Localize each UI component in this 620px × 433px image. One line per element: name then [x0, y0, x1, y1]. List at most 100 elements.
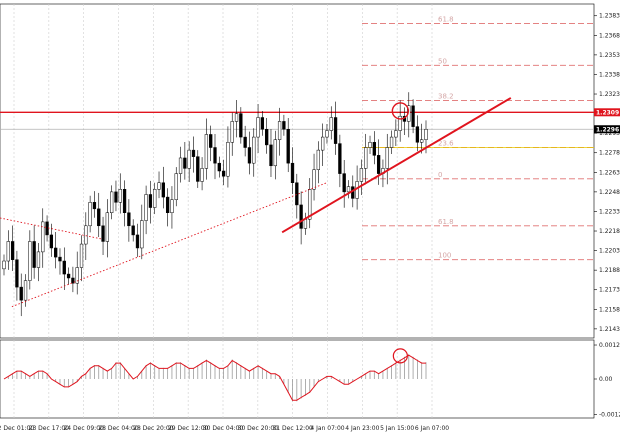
candle-body [75, 267, 79, 284]
candle-body [10, 241, 15, 260]
x-tick-label: 22 Dec 01:00 [0, 425, 34, 432]
candle-body [312, 169, 316, 190]
candle-body [92, 202, 97, 210]
candle-body [131, 225, 135, 236]
candle-body [295, 182, 299, 206]
candle-body [411, 105, 415, 127]
candle-body [153, 189, 157, 208]
candle-body [2, 260, 6, 270]
candle-body [140, 220, 144, 249]
candle-body [217, 162, 221, 172]
x-tick-label: 28 Dec 20:00 [133, 425, 174, 432]
y-tick-label: 1.2278 [599, 150, 620, 157]
candle-body [316, 149, 320, 170]
fibo-level-label: 50 [438, 57, 447, 65]
candle-body [122, 189, 127, 213]
y-tick-label: 1.2338 [599, 71, 620, 78]
candle-body [114, 191, 118, 203]
fibo-level-label: 100 [438, 252, 451, 260]
candle-body [200, 168, 204, 182]
candle-body [97, 208, 101, 227]
candle-body [23, 280, 28, 301]
candle-body [66, 273, 71, 279]
candle-body [183, 157, 187, 169]
y-tick-label: 1.2383 [599, 13, 620, 20]
candle-body [376, 155, 381, 174]
candle-body [415, 126, 420, 143]
fibo-level-label: 38.2 [438, 93, 454, 101]
candle-body [204, 134, 209, 169]
y-tick-label: 1.2323 [599, 91, 620, 98]
fibo-level-label: 0 [438, 171, 442, 179]
candle-body [178, 157, 183, 174]
candle-body [191, 149, 196, 157]
candle-body [321, 136, 325, 151]
candle-body [234, 113, 239, 122]
candle-body [368, 142, 372, 148]
x-tick-label: 30 Dec 04:00 [203, 425, 244, 432]
y-tick-label: 1.2203 [599, 248, 620, 255]
candle-body [127, 212, 131, 227]
x-tick-label: 4 Jan 07:00 [310, 425, 344, 432]
y-tick-label: 1.2158 [599, 306, 620, 313]
candle-body [209, 134, 213, 148]
candle-body [325, 130, 329, 138]
candle-body [45, 221, 49, 236]
price-highlight-circle [391, 102, 410, 120]
macd-y-tick-label: 0.00122 [599, 342, 620, 349]
candle-body [84, 225, 88, 245]
fibo-level-label: 61.8 [438, 218, 454, 226]
x-tick-label: 24 Dec 09:00 [63, 425, 104, 432]
candle-body [49, 234, 54, 249]
candle-body [398, 115, 402, 131]
x-tick-label: 30 Dec 20:00 [238, 425, 279, 432]
candle-body [239, 113, 243, 138]
candle-body [273, 139, 277, 167]
trendline-uptrend-dotted [11, 182, 327, 308]
price-label-box [594, 108, 620, 117]
x-tick-label: 6 Jan 07:00 [415, 425, 449, 432]
candle-body [277, 121, 282, 140]
candle-body [226, 142, 230, 177]
price-panel-frame [0, 3, 595, 339]
candle-body [243, 136, 247, 148]
y-tick-label: 1.2143 [599, 326, 620, 333]
candle-body [148, 194, 153, 208]
candle-body [342, 173, 346, 193]
y-tick-label: 1.2188 [599, 267, 620, 274]
candle-body [308, 189, 312, 220]
candle-body [144, 194, 148, 221]
y-tick-label: 1.2353 [599, 52, 620, 59]
price-label: 1.2309 [596, 109, 619, 116]
candle-body [364, 147, 368, 169]
candle-body [79, 243, 84, 268]
candle-body [269, 144, 273, 167]
candle-body [221, 170, 226, 177]
y-tick-label: 1.2218 [599, 228, 620, 235]
candle-body [19, 286, 23, 301]
candle-body [118, 189, 122, 203]
candle-body [247, 147, 252, 164]
macd-highlight-circle [392, 348, 408, 364]
candle-body [161, 182, 165, 198]
candle-body [329, 117, 333, 131]
candle-body [157, 182, 161, 190]
x-tick-label: 28 Dec 04:00 [98, 425, 139, 432]
candle-body [110, 191, 114, 213]
candle-body [346, 186, 351, 193]
candle-body [385, 147, 389, 169]
candle-body [290, 162, 295, 183]
candle-body [389, 136, 394, 148]
macd-y-tick-label: -0.00128 [599, 412, 620, 419]
candle-body [32, 241, 36, 268]
candle-body [101, 225, 105, 242]
trendline-uptrend-solid [281, 97, 512, 234]
y-tick-label: 1.2233 [599, 208, 620, 215]
x-tick-label: 29 Dec 12:00 [168, 425, 209, 432]
candle-body [58, 256, 62, 262]
candle-body [170, 199, 174, 213]
candle-body [303, 219, 308, 229]
x-tick-label: 23 Dec 17:00 [29, 425, 70, 432]
candle-body [286, 129, 290, 164]
